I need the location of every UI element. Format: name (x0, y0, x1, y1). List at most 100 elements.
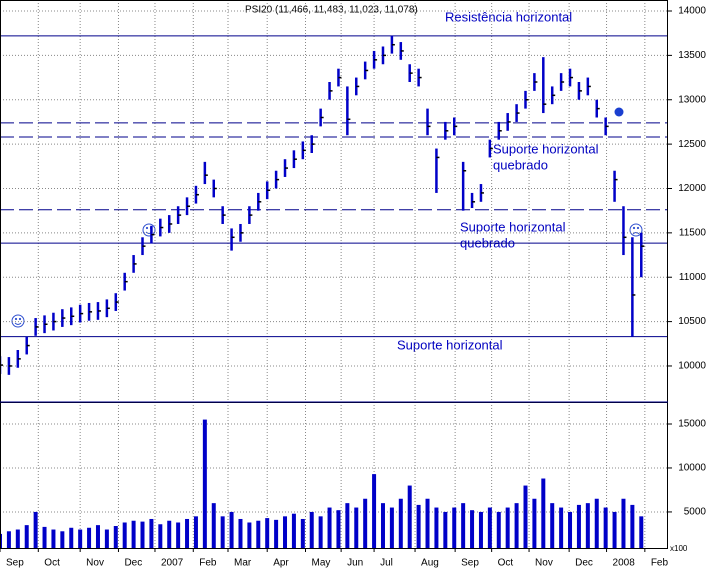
volume-bar (220, 516, 225, 548)
volume-bar (247, 522, 252, 548)
volume-bar (24, 525, 29, 548)
x-tick-label: 2008 (613, 558, 636, 569)
volume-bar (167, 520, 172, 548)
volume-bar (149, 518, 154, 548)
volume-bar (416, 504, 421, 548)
volume-bar (425, 498, 430, 548)
annotation: Suporte horizontal (493, 141, 599, 156)
volume-bar (87, 527, 92, 548)
volume-bar (283, 516, 288, 548)
chart-title: PSI20 (11,466, 11,483, 11,023, 11,078) (245, 5, 418, 16)
volume-bar (505, 507, 510, 548)
y-tick-label: 15000 (678, 419, 706, 430)
volume-bar (398, 498, 403, 548)
x-tick-label: Nov (86, 558, 104, 569)
volume-bar (69, 527, 74, 548)
volume-bar (211, 503, 216, 548)
x-tick-label: Mar (234, 558, 252, 569)
volume-bar (318, 516, 323, 548)
volume-bar (33, 511, 38, 548)
y-tick-label: 10000 (678, 463, 706, 474)
volume-bar (229, 511, 234, 548)
volume-bar (95, 525, 100, 548)
volume-bar (158, 524, 163, 548)
volume-bar (51, 529, 56, 548)
volume-bar (274, 519, 279, 548)
volume-bar (265, 518, 270, 548)
volume-bar (630, 504, 635, 548)
volume-bar (461, 503, 466, 548)
volume-bar (131, 520, 136, 548)
volume-bar (478, 511, 483, 548)
volume-bar (238, 518, 243, 548)
y-tick-label: 13500 (678, 50, 706, 61)
x-tick-label: Feb (651, 558, 669, 569)
volume-bar (568, 511, 573, 548)
y-tick-label: 10000 (678, 361, 706, 372)
volume-bar (202, 419, 207, 548)
volume-bar (443, 511, 448, 548)
volume-bar (434, 507, 439, 548)
volume-bar (639, 516, 644, 548)
volume-bar (576, 504, 581, 548)
y-tick-label: 14000 (678, 6, 706, 17)
volume-bar (585, 503, 590, 548)
volume-bar (594, 498, 599, 548)
volume-bar (6, 531, 11, 548)
y-tick-label: 13000 (678, 94, 706, 105)
x-tick-label: Feb (199, 558, 217, 569)
volume-bar (309, 511, 314, 548)
x-tick-label: Dec (124, 558, 142, 569)
volume-bar (291, 513, 296, 548)
x-tick-label: May (311, 558, 330, 569)
volume-bar (363, 498, 368, 548)
volume-bar (60, 531, 65, 548)
volume-bar (487, 507, 492, 548)
x-tick-label: Nov (535, 558, 553, 569)
annotation: Suporte horizontal (460, 219, 566, 234)
y-tick-label: 10500 (678, 316, 706, 327)
volume-bar (372, 474, 377, 548)
volume-bar (389, 507, 394, 548)
x-tick-label: Apr (273, 558, 289, 569)
volume-bar (354, 507, 359, 548)
volume-bar (15, 529, 20, 548)
volume-bar (327, 507, 332, 548)
volume-bar (470, 510, 475, 548)
volume-bar (523, 485, 528, 548)
x-tick-label: Sep (461, 558, 479, 569)
x-tick-label: Oct (498, 558, 514, 569)
x-tick-label: Oct (44, 558, 60, 569)
volume-bar (541, 478, 546, 548)
x-tick-label: Dec (575, 558, 593, 569)
annotation: Suporte horizontal (397, 337, 503, 352)
volume-bar (176, 522, 181, 548)
volume-unit-label: x100 (670, 544, 688, 553)
x-tick-label: Aug (421, 558, 439, 569)
volume-bar (78, 529, 83, 548)
volume-bar (559, 507, 564, 548)
volume-bar (256, 520, 261, 548)
volume-bar (122, 522, 127, 548)
volume-bar (621, 498, 626, 548)
volume-bar (380, 503, 385, 548)
volume-bar (514, 503, 519, 548)
volume-bar (407, 485, 412, 548)
volume-bar (550, 503, 555, 548)
volume-bar (336, 510, 341, 548)
volume-bar (113, 526, 118, 548)
volume-bar (104, 529, 109, 548)
volume-bar (532, 498, 537, 548)
bomb-icon (614, 107, 624, 117)
volume-bar (345, 503, 350, 548)
y-tick-label: 12000 (678, 183, 706, 194)
x-tick-label: 2007 (161, 558, 184, 569)
x-tick-label: Sep (6, 558, 24, 569)
volume-bar (185, 518, 190, 548)
y-tick-label: 12500 (678, 139, 706, 150)
volume-bar (603, 507, 608, 548)
volume-bar (42, 526, 47, 548)
volume-bar (496, 511, 501, 548)
